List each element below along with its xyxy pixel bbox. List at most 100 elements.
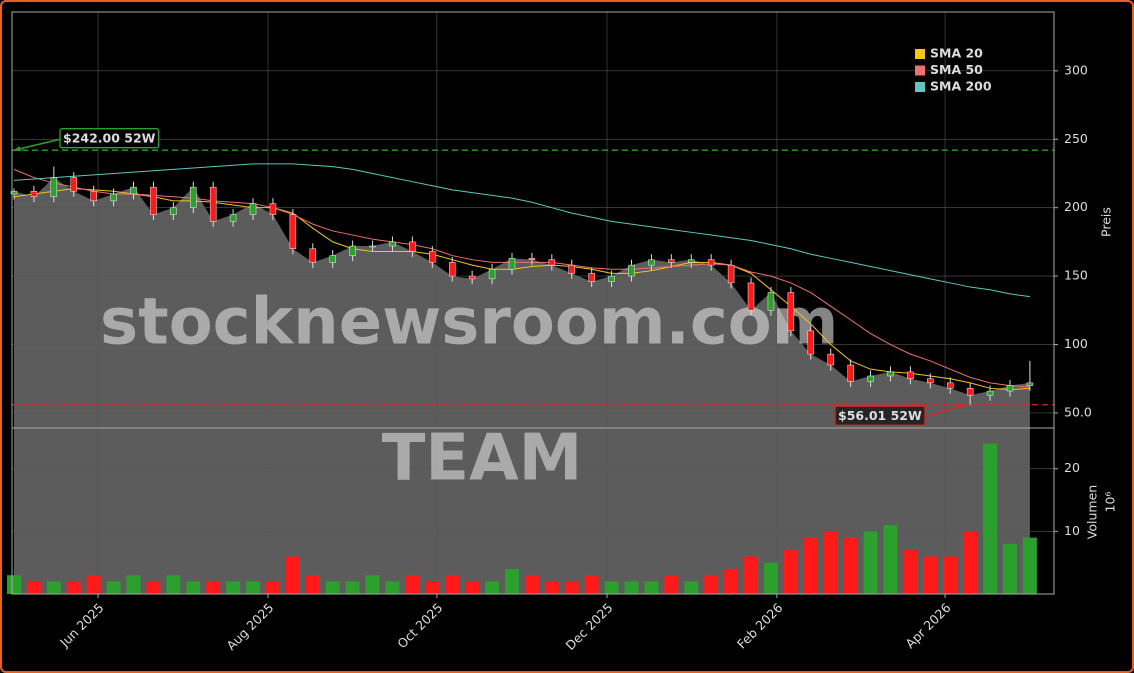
y-tick-label: 150	[1064, 268, 1088, 283]
candle-body	[588, 273, 595, 282]
volume-bar	[46, 581, 61, 594]
candle-body	[787, 292, 795, 332]
candle-body	[369, 245, 376, 248]
annotation-label: $56.01 52W	[838, 408, 922, 423]
volume-bar	[1003, 543, 1017, 594]
volume-bar	[963, 531, 978, 594]
candle-body	[389, 241, 396, 247]
volume-bar	[226, 581, 241, 594]
volume-bar	[883, 525, 898, 594]
candle-body	[329, 255, 336, 263]
annotation-arrow	[13, 138, 61, 151]
volume-axis-label: Volumen	[1085, 485, 1100, 539]
volume-bar	[524, 575, 539, 594]
volume-bar	[1022, 537, 1037, 594]
candle-body	[568, 264, 575, 274]
annotation-arrowhead	[958, 403, 965, 410]
volume-bar	[485, 581, 500, 594]
candle-body	[429, 251, 436, 263]
candle-body	[349, 245, 356, 256]
y-tick-label: 300	[1064, 62, 1088, 77]
volume-bar	[186, 581, 201, 594]
candle-body	[269, 203, 277, 215]
candle-body	[229, 214, 237, 222]
volume-bar	[604, 581, 619, 594]
volume-frame	[11, 427, 1055, 595]
volume-bar	[146, 581, 161, 594]
volume-bar	[365, 575, 380, 594]
annotation-label: $242.00 52W	[63, 131, 156, 146]
candle-body	[1026, 382, 1034, 386]
volume-bar	[704, 575, 719, 594]
volume-bar	[106, 581, 121, 594]
volume-bar	[763, 562, 778, 594]
candle-body	[190, 186, 197, 208]
candle-body	[468, 275, 476, 280]
volume-bar	[126, 575, 141, 594]
candle-body	[887, 371, 894, 377]
volume-bar	[744, 556, 758, 594]
annotation-arrow	[924, 404, 966, 418]
candle-body	[747, 282, 755, 311]
y-tick-label: 50.0	[1064, 404, 1092, 419]
volume-bar	[783, 550, 798, 594]
volume-bar	[166, 575, 181, 594]
volume-bar	[305, 575, 320, 594]
candle-body	[628, 264, 635, 277]
candle-body	[50, 177, 58, 197]
y-tick-label: 250	[1064, 131, 1088, 146]
legend-swatch	[915, 65, 925, 76]
candle-body	[528, 258, 536, 260]
candle-body	[30, 191, 38, 197]
annotation-box	[59, 128, 160, 149]
candle-body	[907, 371, 914, 379]
volume-bar	[983, 443, 998, 594]
watermark-ticker: TEAM	[382, 422, 583, 496]
candle-body	[927, 378, 934, 384]
annotation-box	[834, 405, 926, 426]
volume-bar	[843, 537, 858, 594]
volume-bar	[7, 575, 21, 594]
volume-bar	[823, 531, 838, 594]
y-tick-label: 200	[1064, 199, 1088, 214]
candle-body	[130, 186, 137, 195]
candle-body	[807, 330, 815, 355]
legend-label: SMA 50	[930, 62, 983, 77]
candle-body	[827, 353, 834, 366]
candle-body	[548, 259, 556, 266]
candle-body	[249, 203, 257, 215]
x-tick-label: Apr 2026	[902, 600, 953, 651]
volume-bar	[564, 581, 579, 594]
candle-body	[170, 207, 177, 215]
volume-bar	[345, 581, 360, 594]
candle-body	[707, 259, 715, 266]
volume-bar	[86, 575, 101, 594]
volume-bar	[425, 581, 440, 594]
volume-bar	[325, 581, 340, 594]
y-tick-label: 20	[1064, 460, 1080, 475]
volume-bar	[66, 581, 81, 594]
candle-body	[289, 214, 297, 249]
volume-bar	[903, 550, 918, 594]
candle-body	[867, 375, 874, 382]
x-tick-label: Jun 2025	[56, 600, 106, 650]
candle-body	[986, 390, 994, 396]
candle-body	[10, 191, 18, 195]
candle-body	[727, 264, 735, 284]
x-tick-label: Feb 2026	[734, 600, 786, 652]
candle-body	[688, 259, 695, 263]
volume-bar	[206, 581, 221, 594]
volume-bar	[265, 581, 280, 594]
y-tick-label: 100	[1064, 336, 1088, 351]
y-axis-label: Preis	[1099, 207, 1114, 237]
volume-bar	[644, 581, 659, 594]
volume-bar	[285, 556, 300, 594]
x-tick-label: Aug 2025	[223, 600, 276, 653]
candle-body	[110, 193, 117, 202]
volume-bar	[684, 581, 699, 594]
candle-body	[209, 186, 217, 222]
sma-line	[13, 163, 1030, 298]
volume-bar	[923, 556, 938, 594]
volume-bar	[584, 575, 599, 594]
candle-body	[608, 275, 615, 282]
